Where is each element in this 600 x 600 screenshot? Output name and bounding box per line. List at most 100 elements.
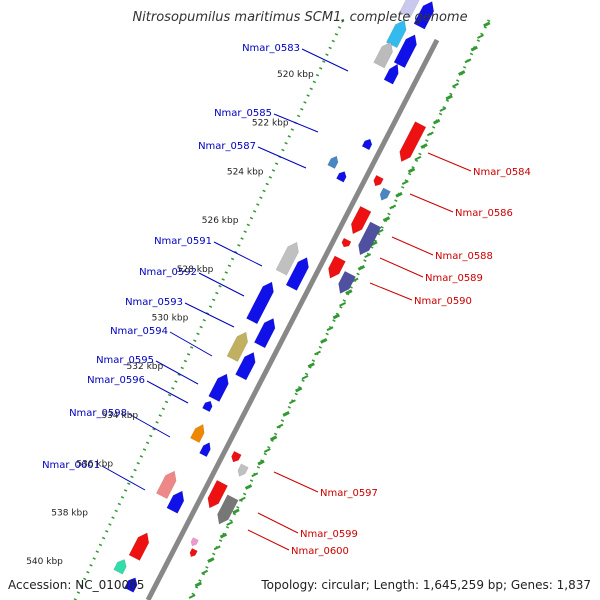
reverse-gene-label[interactable]: Nmar_0590 — [414, 296, 472, 307]
forward-gene-label[interactable]: Nmar_0591 — [154, 236, 212, 247]
scale-tick — [307, 362, 315, 369]
gene-arrow — [327, 155, 339, 170]
scale-tick — [213, 545, 221, 551]
gene-arrow — [207, 479, 229, 509]
scale-tick — [389, 204, 397, 210]
forward-gene-label[interactable]: Nmar_0593 — [125, 297, 183, 308]
scale-label: 536 kbp — [76, 460, 113, 470]
forward-gene-label[interactable]: Nmar_0595 — [96, 355, 154, 366]
gene-arrow — [124, 577, 138, 593]
forward-gene-label[interactable]: Nmar_0585 — [214, 108, 272, 119]
reverse-gene-label[interactable]: Nmar_0584 — [473, 167, 531, 178]
scale-tick — [276, 423, 284, 429]
forward-gene-label[interactable]: Nmar_0596 — [87, 375, 145, 386]
genome-title: Nitrosopumilus maritimus SCM1, complete … — [132, 10, 468, 25]
forward-leader-line — [101, 465, 146, 491]
gene-arrow — [199, 442, 211, 458]
scale-tick — [226, 521, 234, 526]
gene-arrow — [338, 270, 356, 294]
scale-tick — [407, 167, 416, 174]
gene-arrow — [399, 0, 420, 18]
forward-leader-line — [155, 360, 199, 385]
gene-arrow — [231, 450, 242, 463]
gene-arrow — [336, 171, 347, 183]
scale-tick — [188, 594, 196, 599]
scale-tick — [251, 472, 259, 478]
scale-tick — [445, 94, 453, 101]
forward-gene-label[interactable]: Nmar_0592 — [139, 267, 197, 278]
reverse-leader-line — [391, 236, 434, 256]
scale-tick — [414, 155, 422, 161]
reverse-gene-label[interactable]: Nmar_0597 — [320, 488, 378, 499]
scale-label: 528 kbp — [177, 265, 214, 275]
gene-arrow — [341, 237, 352, 248]
forward-leader-line — [273, 113, 319, 133]
reverse-leader-line — [369, 282, 413, 301]
scale-tick — [439, 107, 447, 112]
scale-tick — [269, 435, 278, 442]
scale-label: 524 kbp — [227, 167, 264, 177]
gene-arrow — [358, 221, 382, 256]
reverse-leader-line — [273, 471, 319, 493]
gene-features — [113, 0, 435, 593]
gene-arrow — [190, 423, 205, 443]
scale-label: 526 kbp — [202, 216, 239, 226]
forward-gene-label[interactable]: Nmar_0594 — [110, 326, 168, 337]
forward-gene-label[interactable]: Nmar_0583 — [242, 43, 300, 54]
gene-arrow — [113, 559, 127, 575]
gene-arrow — [413, 1, 435, 30]
gene-arrow — [275, 241, 299, 276]
scale-tick — [483, 21, 491, 28]
scale-tick — [345, 289, 353, 295]
gene-arrow — [202, 400, 213, 413]
gene-arrow — [385, 19, 407, 49]
scale-label: 534 kbp — [101, 411, 138, 421]
accession-label: Accession: NC_010085 — [8, 578, 145, 592]
scale-tick — [282, 411, 290, 417]
forward-leader-line — [128, 413, 171, 438]
gene-arrow — [246, 281, 274, 325]
scale-ticks — [188, 21, 491, 599]
reverse-gene-label[interactable]: Nmar_0586 — [455, 208, 513, 219]
scale-label: 520 kbp — [277, 70, 314, 80]
scale-label: 522 kbp — [252, 119, 289, 129]
gene-arrow — [285, 257, 309, 291]
forward-gene-label[interactable]: Nmar_0598 — [69, 408, 127, 419]
gene-arrow — [393, 34, 417, 69]
gene-arrow — [190, 537, 199, 547]
gene-arrow — [128, 532, 150, 561]
gene-arrow — [373, 41, 393, 69]
forward-leader-line — [213, 241, 263, 267]
scale-tick — [339, 301, 347, 307]
dotted-guides — [73, 19, 491, 600]
scale-tick — [207, 557, 215, 563]
reverse-gene-label[interactable]: Nmar_0600 — [291, 546, 349, 557]
reverse-leader-line — [247, 529, 290, 551]
scale-tick — [382, 216, 391, 222]
scale-tick — [301, 374, 309, 380]
reverse-gene-label[interactable]: Nmar_0599 — [300, 529, 358, 540]
scale-tick — [432, 118, 441, 125]
gene-arrow — [156, 470, 177, 500]
forward-gene-label[interactable]: Nmar_0587 — [198, 141, 256, 152]
gene-arrow — [237, 463, 249, 477]
scale-tick — [332, 313, 340, 320]
chromosome-backbone — [145, 38, 440, 600]
gene-arrow — [350, 205, 372, 235]
gene-labels: Nmar_0583 Nmar_0585 Nmar_0587 Nmar_0591 Nmar… — [42, 43, 531, 557]
forward-leader-line — [184, 302, 235, 328]
gene-arrow — [235, 352, 256, 381]
gene-arrow — [379, 187, 391, 201]
gene-arrow — [208, 373, 229, 402]
scale-tick — [470, 45, 478, 52]
scale-tick — [395, 191, 403, 198]
scale-tick — [201, 569, 209, 575]
scale-tick — [420, 143, 428, 149]
forward-gene-label[interactable]: Nmar_0601 — [42, 460, 100, 471]
forward-leader-line — [146, 380, 189, 404]
reverse-gene-label[interactable]: Nmar_0588 — [435, 251, 493, 262]
scale-tick — [288, 399, 296, 405]
reverse-gene-label[interactable]: Nmar_0589 — [425, 273, 483, 284]
scale-label: 532 kbp — [127, 362, 164, 372]
